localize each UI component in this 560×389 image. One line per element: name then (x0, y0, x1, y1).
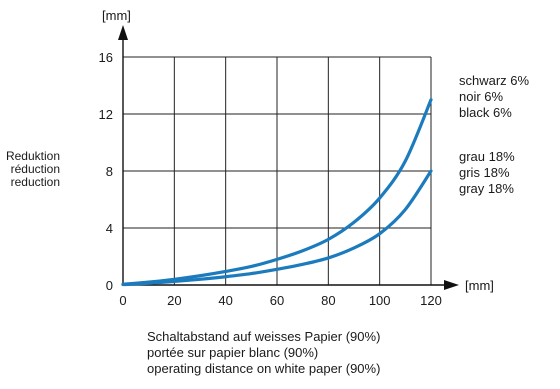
grid (123, 56, 432, 285)
y-axis-label: Reduktion réduction reduction (0, 150, 60, 189)
legend-series-black: schwarz 6% noir 6% black 6% (459, 73, 529, 121)
x-axis-arrow (444, 280, 459, 290)
legend-label-de: grau 18% (459, 149, 515, 164)
series-lines (121, 98, 433, 287)
y-axis-label-fr: réduction (10, 162, 60, 176)
axes (118, 25, 459, 290)
y-tick-label: 16 (99, 50, 113, 65)
y-axis-label-en: reduction (10, 175, 60, 189)
series-line-gray (121, 169, 433, 287)
x-tick-label: 40 (218, 293, 232, 308)
y-tick-label: 8 (106, 164, 113, 179)
y-tick-label: 0 (106, 278, 113, 293)
legend-label-fr: gris 18% (459, 165, 510, 180)
y-axis-unit: [mm] (102, 8, 131, 23)
y-tick-label: 4 (106, 221, 113, 236)
x-tick-label: 20 (167, 293, 181, 308)
x-tick-label: 80 (321, 293, 335, 308)
x-tick-label: 120 (420, 293, 442, 308)
series-line-black (121, 98, 433, 286)
x-tick-label: 0 (119, 293, 126, 308)
x-axis-label-fr: portée sur papier blanc (90%) (147, 345, 319, 360)
legend-label-en: black 6% (459, 105, 512, 120)
x-axis-label: Schaltabstand auf weisses Papier (90%) p… (147, 329, 380, 377)
legend-label-de: schwarz 6% (459, 73, 530, 88)
tick-labels: 0 20 40 60 80 100 120 0 4 8 12 16 (99, 50, 442, 308)
x-tick-label: 60 (270, 293, 284, 308)
y-axis-label-de: Reduktion (5, 149, 60, 163)
x-axis-label-de: Schaltabstand auf weisses Papier (90%) (147, 329, 381, 344)
x-tick-label: 100 (369, 293, 391, 308)
legend-label-fr: noir 6% (459, 89, 504, 104)
legend-label-en: gray 18% (459, 181, 514, 196)
y-axis-arrow (118, 25, 128, 40)
x-axis-label-en: operating distance on white paper (90%) (147, 361, 381, 376)
x-axis-unit: [mm] (465, 278, 494, 293)
legend-series-gray: grau 18% gris 18% gray 18% (459, 149, 515, 197)
y-tick-label: 12 (99, 107, 113, 122)
